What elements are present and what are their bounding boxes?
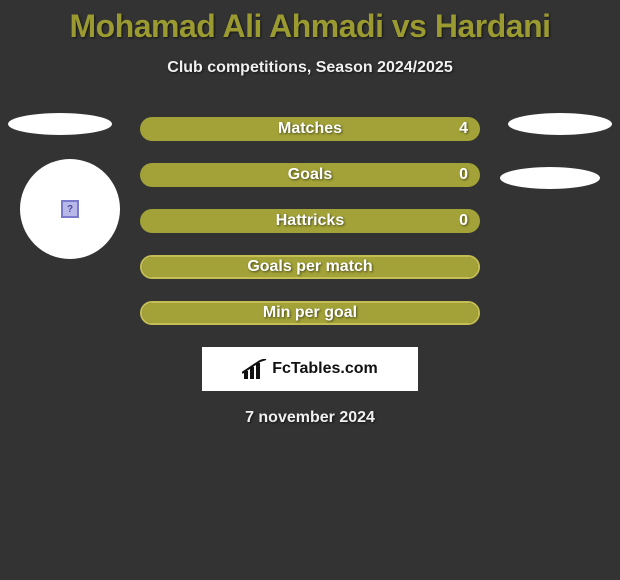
stats-area: ? Matches 4 Goals 0 Hattricks 0 Goals per matc… (0, 117, 620, 325)
player1-ellipse-top (8, 113, 112, 135)
stat-label: Hattricks (276, 212, 344, 230)
date-line: 7 november 2024 (0, 409, 620, 427)
subtitle: Club competitions, Season 2024/2025 (0, 59, 620, 77)
stat-label: Goals (288, 166, 332, 184)
stat-value: 4 (459, 120, 468, 138)
stat-row: Matches 4 (140, 117, 480, 141)
player2-ellipse-bottom (500, 167, 600, 189)
brand-box: FcTables.com (202, 347, 418, 391)
stat-row: Goals 0 (140, 163, 480, 187)
stat-rows: Matches 4 Goals 0 Hattricks 0 Goals per match M… (140, 117, 480, 325)
stat-label: Goals per match (247, 258, 372, 276)
player1-avatar-circle: ? (20, 159, 120, 259)
player2-ellipse-top (508, 113, 612, 135)
page-title: Mohamad Ali Ahmadi vs Hardani (0, 0, 620, 45)
stat-value: 0 (459, 212, 468, 230)
brand-text: FcTables.com (272, 360, 378, 378)
stat-row: Hattricks 0 (140, 209, 480, 233)
avatar-placeholder-icon: ? (61, 200, 79, 218)
stat-row: Goals per match (140, 255, 480, 279)
stat-label: Matches (278, 120, 342, 138)
stat-value: 0 (459, 166, 468, 184)
stat-label: Min per goal (263, 304, 357, 322)
stat-row: Min per goal (140, 301, 480, 325)
brand-chart-icon (242, 359, 268, 379)
